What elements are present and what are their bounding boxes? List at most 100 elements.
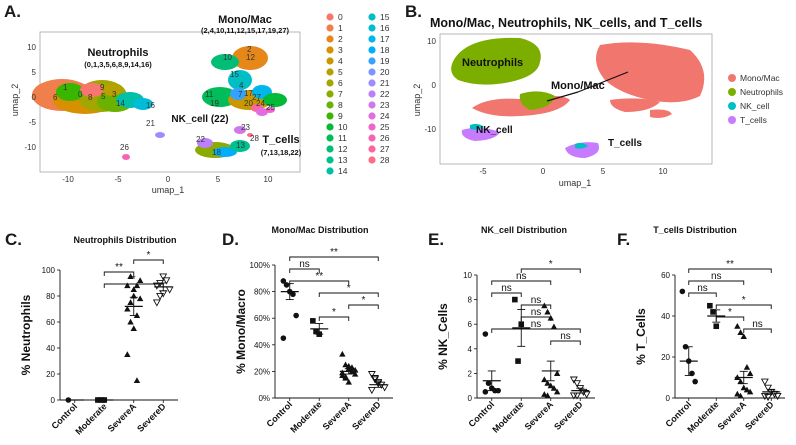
significance-bracket bbox=[289, 268, 320, 273]
legend-label: 8 bbox=[338, 100, 343, 110]
data-point bbox=[310, 318, 316, 324]
cluster-label: 5 bbox=[101, 92, 106, 101]
data-point bbox=[130, 325, 137, 332]
data-point bbox=[710, 309, 716, 315]
significance-bracket bbox=[715, 304, 772, 309]
legend-swatch bbox=[368, 145, 376, 153]
data-point bbox=[582, 391, 591, 399]
significance-label: ns bbox=[531, 307, 542, 318]
umap-a-cluster-labels: 1 6 8 0 5 9 3 14 16 2 12 10 15 4 17 11 1… bbox=[53, 45, 275, 157]
data-point bbox=[743, 386, 751, 393]
plot-title: NK_cell Distribution bbox=[481, 225, 567, 235]
y-tick-label: 10 bbox=[463, 271, 472, 280]
legend-swatch bbox=[326, 101, 334, 109]
significance-bracket bbox=[715, 316, 745, 321]
legend-swatch bbox=[326, 156, 334, 164]
y-tick-label: 40 bbox=[46, 344, 55, 353]
data-point bbox=[713, 323, 720, 330]
umap-b-ann-t: T_cells bbox=[608, 138, 642, 149]
data-point bbox=[367, 387, 376, 395]
y-tick: 10 bbox=[427, 37, 436, 46]
y-tick-label: 80% bbox=[254, 288, 270, 297]
significance-bracket bbox=[520, 304, 552, 309]
y-tick-label: 20 bbox=[661, 353, 670, 362]
legend-label: 7 bbox=[338, 89, 343, 99]
y-axis-label: umap_2 bbox=[412, 84, 422, 117]
x-axis-label: umap_1 bbox=[152, 185, 185, 195]
panel-a-letter: A. bbox=[4, 2, 21, 21]
dot-plot-d: D. Mono/Mac Distribution 0% 20% 40% 60% 80% 100… bbox=[222, 225, 393, 435]
data-point bbox=[553, 388, 561, 395]
umap-a-neutrophil-cloud bbox=[32, 79, 153, 114]
panel-a: A. bbox=[4, 2, 390, 195]
significance-label: ns bbox=[531, 295, 542, 306]
legend-label: 24 bbox=[380, 111, 390, 121]
significance-bracket bbox=[318, 292, 379, 297]
significance-bracket bbox=[520, 268, 581, 273]
x-tick: 5 bbox=[216, 175, 221, 184]
data-point bbox=[515, 358, 521, 364]
cluster-label: 1 bbox=[63, 83, 68, 92]
y-tick-label: 40% bbox=[254, 341, 270, 350]
data-point bbox=[689, 370, 695, 377]
cluster-label: 24 bbox=[256, 99, 265, 108]
umap-a-ann-neutrophils: Neutrophils bbox=[87, 47, 148, 59]
cluster-label: 12 bbox=[246, 53, 255, 62]
data-point bbox=[130, 286, 137, 293]
legend-label: 23 bbox=[380, 100, 390, 110]
data-point bbox=[569, 376, 578, 384]
legend-swatch bbox=[368, 112, 376, 120]
data-point bbox=[133, 282, 141, 289]
cluster-label: 8 bbox=[88, 93, 93, 102]
x-category-label: SevereA bbox=[106, 401, 139, 434]
legend-label: 12 bbox=[338, 144, 348, 154]
cluster-label: 20 bbox=[244, 99, 253, 108]
x-category-label: SevereD bbox=[350, 399, 383, 432]
significance-label: ** bbox=[726, 259, 734, 270]
legend-swatch bbox=[326, 35, 334, 43]
panel-b: B. Mono/Mac, Neutrophils, NK_cells, and … bbox=[405, 2, 783, 188]
legend-label: 2 bbox=[338, 34, 343, 44]
y-tick-label: 20 bbox=[46, 370, 55, 379]
x-category-label: Control bbox=[49, 401, 79, 431]
cluster-label: 7 bbox=[238, 90, 243, 99]
data-point bbox=[351, 370, 359, 377]
x-category-label: SevereD bbox=[552, 399, 585, 432]
data-point bbox=[124, 351, 131, 358]
data-point bbox=[544, 380, 551, 386]
significance-label: ns bbox=[299, 259, 310, 270]
x-category-label: Moderate bbox=[288, 399, 323, 434]
significance-bracket bbox=[289, 280, 350, 285]
cluster-label: 0 bbox=[78, 90, 83, 99]
cluster-label: 3 bbox=[112, 90, 117, 99]
data-point bbox=[371, 376, 380, 384]
legend-label: 20 bbox=[380, 67, 390, 77]
legend-swatch bbox=[368, 134, 376, 142]
data-point bbox=[740, 384, 747, 391]
cluster-label: 10 bbox=[223, 53, 232, 62]
y-tick-label: 0 bbox=[51, 396, 56, 405]
data-point bbox=[162, 277, 171, 285]
data-point bbox=[339, 369, 346, 376]
data-point bbox=[283, 282, 290, 288]
y-tick-label: 0 bbox=[666, 394, 671, 403]
legend-label: 28 bbox=[380, 155, 390, 165]
legend-swatch bbox=[326, 134, 334, 142]
legend-label: NK_cell bbox=[740, 101, 769, 111]
data-point bbox=[760, 392, 769, 401]
data-point bbox=[692, 378, 698, 385]
data-point bbox=[159, 273, 168, 281]
y-axis-label: % Mono/Macro bbox=[234, 289, 248, 374]
x-tick: 0 bbox=[541, 167, 546, 176]
data-point bbox=[371, 375, 380, 383]
cluster-label: 2 bbox=[247, 45, 252, 54]
significance-label: ns bbox=[697, 283, 708, 294]
legend-swatch bbox=[326, 90, 334, 98]
umap-b-frame bbox=[439, 33, 713, 165]
data-point bbox=[380, 384, 389, 392]
legend-label: 17 bbox=[380, 34, 390, 44]
data-point bbox=[127, 273, 134, 280]
cluster-label: 6 bbox=[53, 93, 58, 102]
significance-label: ns bbox=[711, 271, 722, 282]
